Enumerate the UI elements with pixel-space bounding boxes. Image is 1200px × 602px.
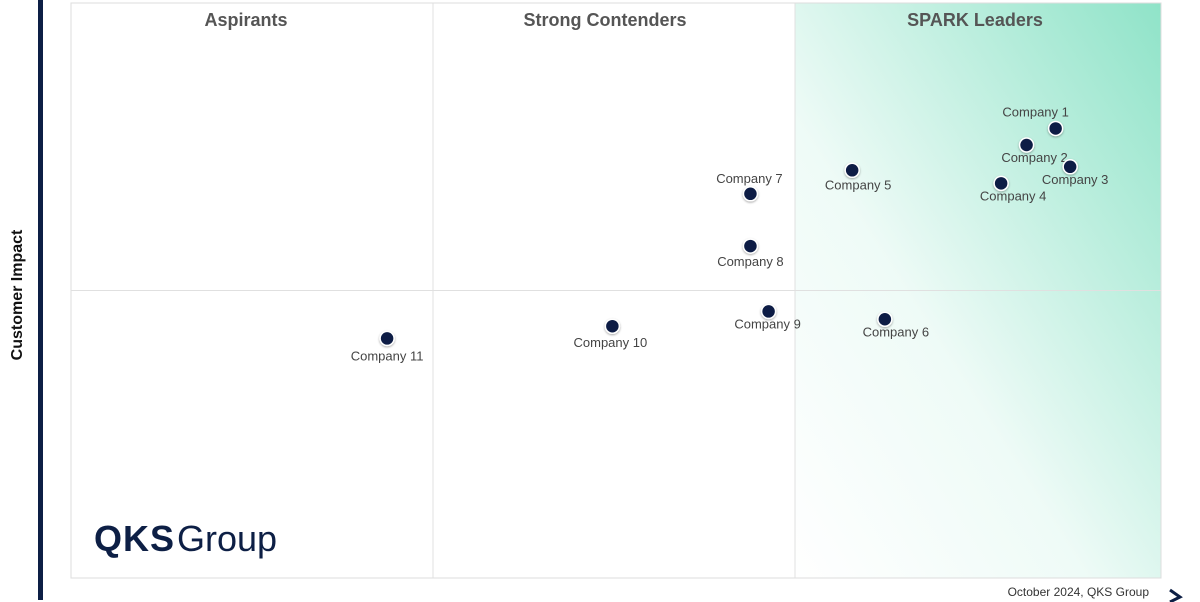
qks-group-logo: QKSGroup	[94, 518, 277, 560]
point-company-3	[1062, 159, 1078, 175]
point-label-company-3: Company 3	[1042, 172, 1108, 187]
point-label-company-9: Company 9	[734, 316, 800, 331]
quadrant-title-strong-contenders: Strong Contenders	[523, 10, 686, 30]
point-label-company-6: Company 6	[863, 324, 929, 339]
point-company-11	[379, 330, 395, 347]
point-label-company-10: Company 10	[574, 335, 648, 350]
logo-strong-text: QKS	[94, 518, 176, 559]
y-axis-bar	[38, 0, 43, 600]
point-company-10	[604, 318, 621, 334]
point-label-company-1: Company 1	[1002, 104, 1068, 119]
point-company-7	[742, 186, 759, 202]
quadrant-title-aspirants: Aspirants	[204, 10, 287, 30]
quadrant-title-spark-leaders: SPARK Leaders	[907, 10, 1043, 30]
point-company-9	[760, 303, 777, 320]
logo-light-text: Group	[177, 518, 278, 559]
point-company-2	[1018, 137, 1035, 153]
point-label-company-11: Company 11	[351, 348, 424, 363]
point-label-company-8: Company 8	[717, 254, 783, 269]
point-label-company-4: Company 4	[980, 188, 1046, 203]
footnote: October 2024, QKS Group	[1007, 585, 1149, 599]
point-label-company-5: Company 5	[825, 177, 891, 192]
point-label-company-2: Company 2	[1001, 150, 1067, 165]
point-company-6	[877, 311, 893, 327]
point-company-5	[844, 162, 860, 179]
point-company-8	[742, 238, 759, 254]
point-company-1	[1047, 120, 1064, 137]
point-company-4	[993, 175, 1009, 192]
point-label-company-7: Company 7	[716, 171, 782, 186]
